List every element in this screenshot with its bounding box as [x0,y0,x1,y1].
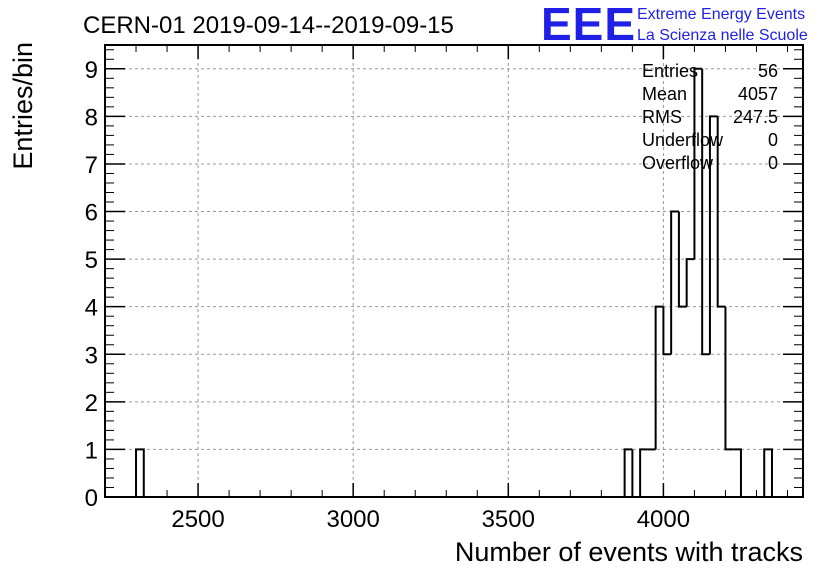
histogram-bin [623,448,633,497]
histogram-bin [763,448,773,497]
logo-line-2: La Scienza nelle Scuole [637,27,808,44]
y-tick-label: 7 [85,152,98,179]
y-tick-label: 3 [85,342,98,369]
histogram-bin [685,258,695,307]
histogram-bin [733,448,742,497]
histogram-bin [708,115,718,355]
y-tick-label: 5 [85,247,98,274]
y-tick-label: 8 [85,104,98,131]
stat-label: Overflow [642,153,714,173]
stat-value: 0 [768,153,778,173]
y-tick-label: 2 [85,390,98,417]
stat-value: 247.5 [733,107,778,127]
logo-line-1: Extreme Energy Events [637,6,805,23]
y-tick-label: 9 [85,57,98,84]
histogram-bin [701,68,710,356]
y-tick-label: 1 [85,437,98,464]
grid-lines [105,45,803,497]
x-tick-label: 3500 [482,506,535,533]
chart-title: CERN-01 2019-09-14--2019-09-15 [83,12,454,39]
histogram-bin [662,306,672,356]
x-axis-label: Number of events with tracks [455,537,803,567]
eee-logo: EEE Extreme Energy Events La Scienza nel… [541,0,808,50]
histogram-bin [654,305,664,450]
stat-label: Mean [642,84,687,104]
stat-value: 0 [768,130,778,150]
y-axis-label: Entries/bin [8,42,38,170]
histogram-bin [135,448,145,497]
stat-label: Underflow [642,130,724,150]
histogram-bin [639,448,648,497]
stats-box: Entries 56 Mean 4057 RMS 247.5 Underflow 0 Overf… [642,61,778,173]
histogram-bins [135,67,773,498]
y-tick-label: 0 [85,485,98,512]
histogram-bin [677,211,687,308]
x-tick-label: 3000 [326,506,379,533]
histogram-bin [724,306,734,451]
logo-mark: EEE [541,0,636,50]
x-tick-label: 4000 [637,506,690,533]
plot-frame [104,44,804,498]
y-tick-label: 4 [85,295,98,322]
histogram-bin [693,67,703,260]
x-tick-label: 2500 [171,506,224,533]
histogram-bin [670,210,679,355]
histogram-bin [716,116,726,308]
stat-value: 4057 [738,84,778,104]
histogram-bin [631,449,641,498]
stat-label: Entries [642,61,698,81]
stat-value: 56 [758,61,778,81]
stat-label: RMS [642,107,682,127]
y-tick-label: 6 [85,200,98,227]
